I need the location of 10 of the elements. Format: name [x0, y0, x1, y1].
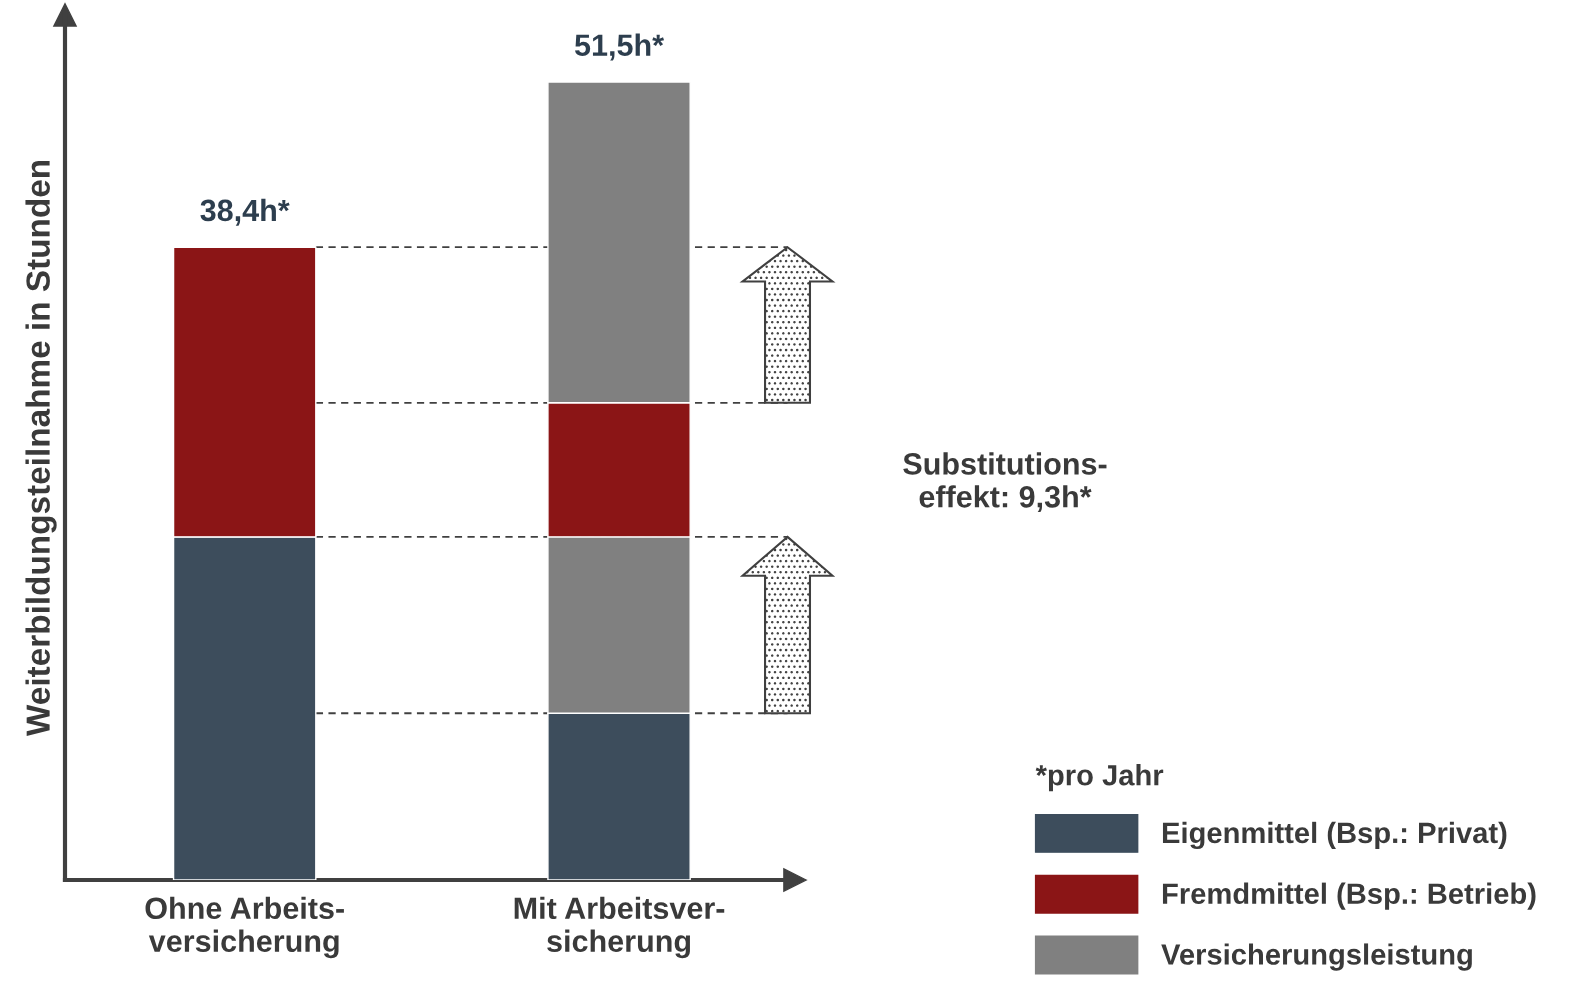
legend-title: *pro Jahr [1035, 764, 1164, 792]
annotation: 51,5h* [574, 33, 665, 61]
x-tick-label: Ohne Arbeits- versicherung [145, 896, 344, 959]
y-axis-title: Weiterbildungsteilnahme in Stunden [25, 160, 57, 737]
text: Substitutions- effekt: 9,3h* [903, 452, 1107, 513]
x-tick-label: Mit Arbeitsver- sicherung [514, 896, 725, 959]
annotation: 38,4h* [200, 198, 290, 226]
legend-label: Eigenmittel (Bsp.: Privat) [1162, 821, 1507, 850]
legend-label: Versicherungsleistung [1161, 943, 1472, 971]
legend-label: Fremdmittel (Bsp.: Betrieb) [1162, 882, 1536, 910]
